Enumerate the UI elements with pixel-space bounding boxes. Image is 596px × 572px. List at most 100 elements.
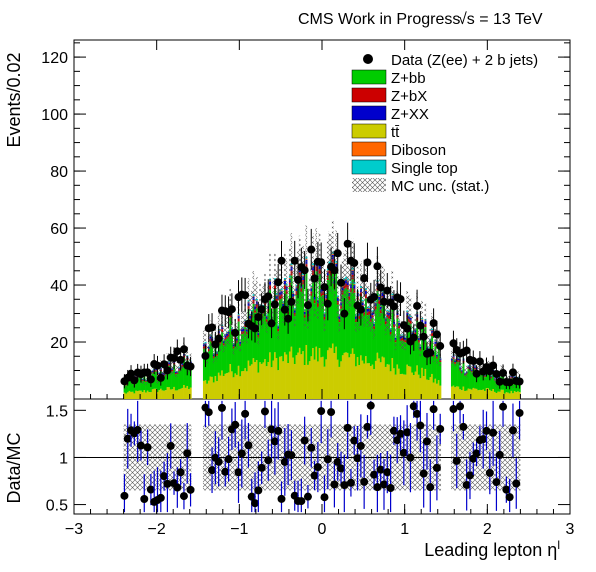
ratio-point <box>502 485 511 494</box>
stack-bin-Z+bb <box>240 334 243 372</box>
stack-bin-tt̄ <box>219 375 222 399</box>
stack-bin-Z+bb <box>457 362 460 387</box>
stack-bin-Z+bb <box>426 351 429 380</box>
data-point <box>409 333 418 342</box>
stack-bin-tt̄ <box>340 361 343 399</box>
stack-bin-Z+bb <box>226 338 229 374</box>
mc-unc-bin <box>363 286 365 328</box>
data-point <box>290 256 299 265</box>
stack-bin-Z+bb <box>384 324 387 367</box>
stack-bin-Z+bb <box>373 329 376 370</box>
mc-unc-bin <box>216 340 218 362</box>
mc-unc-bin <box>490 369 493 381</box>
stack-bin-Z+bb <box>308 307 311 362</box>
stack-bin-Z+bb <box>242 333 245 371</box>
ratio-point <box>307 443 316 452</box>
stack-bin-tt̄ <box>151 389 154 399</box>
stack-bin-tt̄ <box>156 392 159 399</box>
ratio-point <box>251 499 260 508</box>
ratio-point <box>465 471 474 480</box>
stack-bin-Z+bb <box>176 373 179 391</box>
stack-bin-tt̄ <box>469 388 472 399</box>
stack-bin-tt̄ <box>353 353 356 399</box>
stack-bin-Z+bb <box>164 374 167 391</box>
stack-bin-tt̄ <box>439 385 442 399</box>
data-point <box>492 369 501 378</box>
ratio-point <box>214 457 223 466</box>
data-point <box>317 258 326 267</box>
stack-bin-tt̄ <box>462 386 465 399</box>
stack-bin-Z+bb <box>358 319 361 366</box>
stack-bin-Z+bb <box>351 279 354 349</box>
x-tick-label: 2 <box>483 521 492 538</box>
stack-bin-Z+bb <box>346 289 349 353</box>
stack-bin-Z+bb <box>417 342 420 375</box>
stack-bin-tt̄ <box>179 388 182 399</box>
legend-label: tt̄ <box>391 124 400 141</box>
mc-unc-bin <box>417 322 420 351</box>
data-point <box>163 366 172 375</box>
ratio-point <box>186 485 195 494</box>
data-point <box>323 299 332 308</box>
data-point <box>356 305 365 314</box>
stack-bin-Z+bb <box>145 381 148 393</box>
stack-bin-tt̄ <box>245 371 248 399</box>
stack-bin-tt̄ <box>338 366 341 399</box>
stack-bin-tt̄ <box>434 378 437 399</box>
stack-bin-tt̄ <box>257 372 260 399</box>
mc-unc-bin <box>411 315 413 346</box>
mc-unc-bin <box>312 233 314 294</box>
stack-bin-Z+bb <box>371 318 374 365</box>
stack-bin-Z+bb <box>386 317 389 365</box>
stack-bin-Z+bb <box>262 313 265 363</box>
stack-bin-tt̄ <box>244 368 247 399</box>
data-point <box>449 339 458 348</box>
stack-bin-Z+bb <box>272 308 275 361</box>
stack-bin-Z+bb <box>379 313 382 363</box>
stack-bin-Z+bb <box>221 332 224 371</box>
stack-bin-tt̄ <box>297 352 300 399</box>
stack-bin-tt̄ <box>320 357 323 399</box>
stack-bin-tt̄ <box>335 346 338 399</box>
stack-bin-Z+bb <box>140 377 143 391</box>
stack-bin-tt̄ <box>204 380 207 399</box>
ratio-point <box>204 408 213 417</box>
stack-bin-Z+bb <box>434 346 437 379</box>
ratio-point <box>120 491 129 500</box>
legend: Data (Z(ee) + 2 b jets)Z+bbZ+bXZ+XXtt̄Di… <box>351 52 538 195</box>
stack-bin-tt̄ <box>130 391 133 399</box>
stack-bin-Z+bb <box>211 343 214 377</box>
stack-bin-Z+bb <box>356 300 359 358</box>
stack-bin-tt̄ <box>240 371 243 399</box>
stack-bin-Z+bb <box>368 314 371 364</box>
stack-bin-Z+bb <box>302 284 305 352</box>
stack-bin-tt̄ <box>125 393 128 399</box>
ratio-point <box>277 494 286 503</box>
stack-bin-tt̄ <box>351 348 354 399</box>
stack-bin-tt̄ <box>512 393 515 399</box>
stack-bin-tt̄ <box>305 344 308 399</box>
mc-unc-bin <box>338 296 341 334</box>
stack-bin-Z+bb <box>214 342 217 377</box>
stack-bin-Z+bb <box>236 342 238 375</box>
stack-bin-tt̄ <box>315 346 318 399</box>
stack-bin-Z+bb <box>279 299 281 357</box>
stack-bin-tt̄ <box>421 367 424 399</box>
stack-bin-tt̄ <box>128 390 131 399</box>
stack-bin-Z+bb <box>404 342 407 375</box>
stack-bin-tt̄ <box>364 356 367 399</box>
stack-bin-tt̄ <box>493 391 496 399</box>
stack-bin-Z+bb <box>317 306 319 362</box>
stack-bin-Z+bb <box>239 346 242 377</box>
stack-bin-tt̄ <box>252 358 255 399</box>
ratio-point <box>449 405 458 414</box>
stack-bin-Z+bb <box>234 339 237 374</box>
stack-bin-tt̄ <box>272 360 275 399</box>
mc-unc-bin <box>231 312 233 344</box>
stack-bin-Z+bb <box>381 299 384 357</box>
stack-bin-Z+bb <box>331 264 334 344</box>
stack-bin-tt̄ <box>227 372 230 399</box>
stack-bin-Z+bb <box>399 340 402 375</box>
mc-unc-bin <box>457 348 460 367</box>
data-point <box>376 283 385 292</box>
